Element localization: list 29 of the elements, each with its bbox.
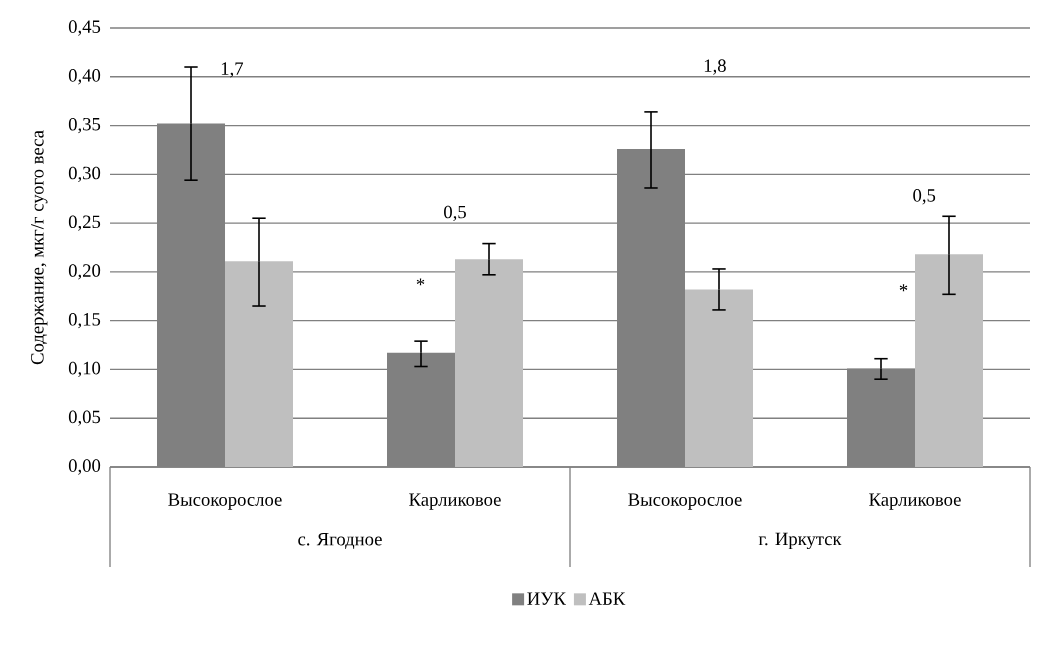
x-tick-label: Карликовое [409,493,501,510]
annotation: 1,7 [221,62,244,78]
bar [225,261,294,467]
x-tick-label: Высокорослое [168,493,282,510]
text: г. Иркутск [758,532,842,550]
bar [685,289,753,467]
y-tick-label: 0,20 [68,264,101,280]
text: с. Ягодное [298,533,382,549]
annotation: * [416,278,425,286]
y-tick-label: 0,10 [68,361,101,378]
legend-label: АБК [588,592,626,605]
y-tick-label: 0,25 [68,215,101,231]
bar [915,254,983,467]
y-tick-label: 0,45 [68,20,101,36]
annotation: 1,8 [704,59,726,75]
annotation: 0,5 [913,189,936,205]
y-tick-label: 0,40 [68,69,101,85]
annotation: * [899,284,908,292]
y-tick-label: 0,15 [68,313,101,329]
y-axis-title: Содержание, мкг/г суого веса [31,130,48,365]
y-tick-label: 0,30 [68,166,101,182]
bar [455,259,523,467]
annotation: 0,5 [444,205,466,221]
y-tick-label: 0,35 [68,117,101,134]
y-tick-label: 0,05 [68,410,101,426]
x-tick-label: Карликовое [869,493,961,510]
legend-label: ИУК [527,592,566,605]
y-tick-label: 0,00 [68,459,101,475]
x-tick-label: Высокорослое [628,493,742,510]
